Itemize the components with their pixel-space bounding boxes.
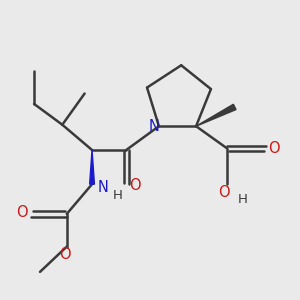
Polygon shape xyxy=(90,150,94,184)
Polygon shape xyxy=(196,104,236,126)
Text: O: O xyxy=(218,185,230,200)
Text: O: O xyxy=(129,178,141,193)
Text: H: H xyxy=(112,189,122,202)
Text: O: O xyxy=(16,205,28,220)
Text: O: O xyxy=(59,248,71,262)
Text: O: O xyxy=(268,141,280,156)
Text: N: N xyxy=(148,119,159,134)
Text: N: N xyxy=(98,180,109,195)
Text: H: H xyxy=(238,193,248,206)
